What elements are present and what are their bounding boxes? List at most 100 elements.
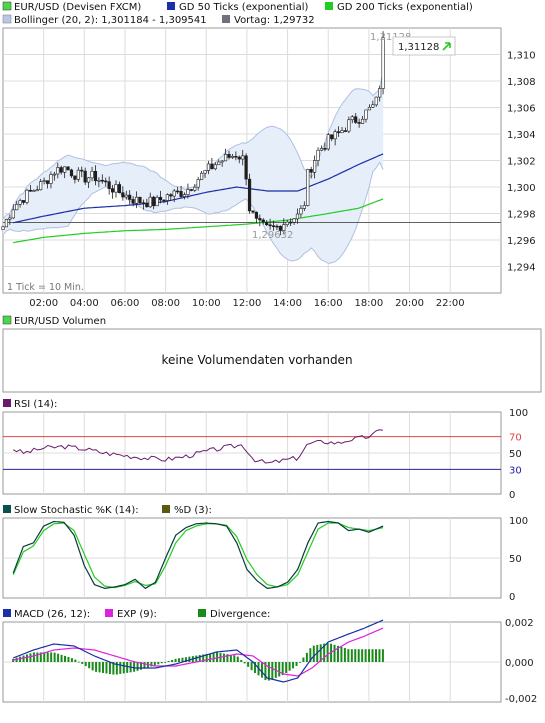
divergence-bar-27 — [105, 662, 108, 674]
rsi-y-ticks: 100 70 50 30 0 — [509, 408, 528, 501]
candle-body-53 — [182, 194, 187, 197]
price-legend: EUR/USD (Devisen FXCM) GD 50 Ticks (expo… — [2, 1, 473, 26]
legend-swatch-gd50 — [167, 2, 175, 10]
candle-body-54 — [186, 189, 190, 195]
candle-body-97 — [333, 131, 337, 140]
divergence-bar-77 — [278, 662, 281, 677]
divergence-bar-63 — [229, 654, 232, 662]
candle-body-85 — [292, 218, 296, 223]
price-y-ticks: 1,310 1,308 1,306 1,304 1,302 1,300 1,298 1,296… — [507, 51, 536, 274]
price-x-tick-10: 22:00 — [436, 298, 465, 309]
gd200-line — [13, 198, 384, 244]
price-x-tick-1: 04:00 — [70, 298, 99, 309]
bollinger-band-fill — [3, 69, 384, 264]
divergence-bar-44 — [164, 662, 167, 663]
candle-body-21 — [73, 175, 77, 180]
candle-body-27 — [93, 170, 98, 182]
candle-body-45 — [155, 196, 159, 207]
divergence-legend: Divergence: — [210, 609, 270, 620]
candle-body-20 — [69, 169, 74, 177]
macd-grid — [3, 622, 501, 702]
legend-swatch-divergence — [198, 609, 206, 617]
bollinger-lower-line — [2, 161, 384, 264]
macd-legend: MACD (26, 12): — [14, 609, 90, 620]
legend-swatch-symbol — [2, 1, 12, 11]
price-y-tick-2: 1,306 — [507, 104, 536, 115]
price-y-tick-3: 1,304 — [507, 130, 536, 141]
candle-body-69 — [237, 156, 241, 160]
up-arrow-icon — [442, 42, 451, 51]
legend-swatch-gd200 — [325, 2, 333, 10]
divergence-bar-12 — [53, 652, 56, 662]
rsi-legend: RSI (14): — [14, 399, 57, 410]
divergence-bar-13 — [57, 653, 60, 662]
divergence-bar-58 — [212, 652, 215, 662]
candle-body-66 — [227, 154, 231, 158]
divergence-bar-107 — [381, 649, 384, 662]
candle-body-13 — [45, 180, 50, 184]
candle-body-26 — [90, 170, 94, 179]
candle-body-64 — [220, 160, 224, 163]
rsi-y-tick-3: 30 — [509, 465, 522, 476]
candle-body-9 — [32, 190, 36, 192]
legend-bollinger: Bollinger (20, 2): 1,301184 - 1,309541 — [14, 15, 207, 26]
candle-body-38 — [131, 199, 135, 204]
divergence-bar-20 — [81, 662, 84, 664]
candle-body-99 — [340, 130, 344, 134]
divergence-bar-74 — [267, 662, 270, 681]
candle-body-71 — [244, 155, 248, 180]
macd-line — [12, 619, 384, 683]
divergence-bar-70 — [254, 662, 257, 673]
candle-body-94 — [323, 148, 327, 150]
divergence-bar-97 — [347, 649, 350, 662]
divergence-bar-86 — [309, 648, 312, 662]
bollinger-upper-line — [2, 69, 384, 220]
price-x-tick-5: 12:00 — [233, 298, 262, 309]
divergence-bar-90 — [323, 643, 326, 662]
price-x-tick-9: 20:00 — [395, 298, 424, 309]
macd-y-tick-2: -0,002 — [505, 694, 537, 705]
divergence-bar-83 — [298, 662, 301, 663]
candle-body-28 — [97, 179, 101, 182]
stoch-panel: Slow Stochastic %K (14): %D (3): 100 50 0 — [2, 505, 528, 603]
divergence-bar-29 — [112, 662, 115, 675]
candle-body-91 — [313, 160, 317, 173]
volume-empty-message: keine Volumendaten vorhanden — [161, 353, 352, 367]
price-x-ticks: 02:00 04:00 06:00 08:00 10:00 12:00 14:00 16:00… — [29, 298, 464, 309]
divergence-bar-59 — [216, 652, 219, 662]
divergence-bar-22 — [88, 662, 91, 669]
candle-body-103 — [354, 116, 358, 123]
macd-panel: MACD (26, 12): EXP (9): Divergence: 0,00… — [2, 609, 537, 705]
rsi-grid — [3, 412, 501, 494]
legend-swatch-stoch-d — [162, 505, 170, 513]
candle-body-50 — [172, 190, 176, 197]
rsi-y-tick-4: 0 — [509, 490, 515, 501]
divergence-bar-24 — [95, 662, 98, 672]
candle-body-84 — [289, 221, 293, 224]
candle-body-37 — [128, 194, 132, 200]
stoch-d-line — [12, 522, 384, 589]
divergence-bar-105 — [374, 649, 377, 662]
divergence-bar-106 — [378, 649, 381, 662]
candle-body-43 — [148, 196, 152, 208]
candles — [1, 31, 385, 236]
divergence-bar-84 — [302, 657, 305, 662]
divergence-bar-32 — [122, 662, 125, 674]
high-label: 1,31128 — [370, 32, 411, 43]
rsi-y-tick-0: 100 — [509, 408, 528, 419]
divergence-bar-17 — [70, 658, 73, 662]
exp-line — [13, 627, 384, 677]
divergence-bar-50 — [184, 657, 187, 662]
candle-body-58 — [200, 172, 204, 180]
candle-body-73 — [251, 210, 255, 213]
candle-body-19 — [66, 166, 70, 171]
divergence-bar-38 — [143, 662, 146, 669]
rsi-series-line — [12, 429, 383, 464]
price-y-tick-7: 1,296 — [507, 236, 536, 247]
candle-body-46 — [158, 196, 163, 201]
price-x-tick-8: 18:00 — [354, 298, 383, 309]
candle-body-32 — [110, 188, 115, 193]
divergence-bar-94 — [336, 645, 339, 662]
divergence-bar-47 — [174, 658, 177, 662]
candle-body-80 — [275, 225, 279, 228]
